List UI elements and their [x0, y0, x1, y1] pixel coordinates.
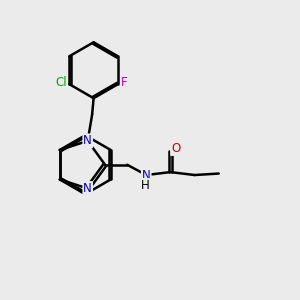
Text: N: N: [142, 169, 151, 182]
Text: N: N: [83, 182, 92, 195]
Text: O: O: [171, 142, 180, 155]
Text: Cl: Cl: [55, 76, 67, 89]
Text: N: N: [83, 134, 92, 147]
Text: H: H: [140, 179, 149, 192]
Text: F: F: [121, 76, 128, 89]
